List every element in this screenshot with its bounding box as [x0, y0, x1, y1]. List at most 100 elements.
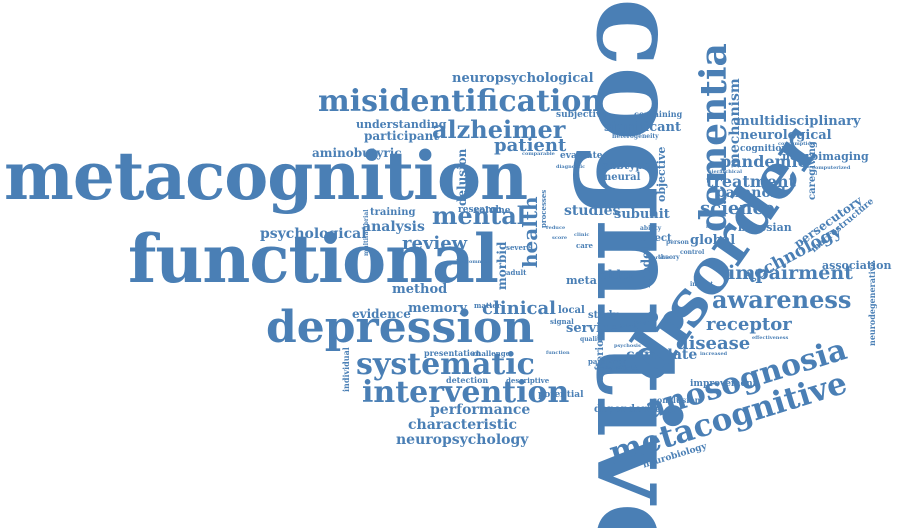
word-dependence: dependence: [594, 404, 662, 415]
word-receptor: receptor: [706, 314, 792, 335]
word-person: person: [666, 239, 689, 246]
word-ability: ability: [640, 225, 662, 232]
word-clinic: clinic: [574, 232, 590, 238]
word-morbid: morbid: [495, 241, 509, 290]
word-mechanism: mechanism: [727, 78, 743, 168]
word-evaluate: evaluate: [560, 151, 603, 161]
word-efficiency: efficiency: [616, 365, 649, 372]
word-review: review: [402, 233, 468, 254]
word-containing: containing: [634, 109, 683, 119]
word-function: function: [546, 350, 570, 356]
word-challenge: challenge: [472, 349, 511, 358]
word-research: research: [458, 205, 502, 215]
word-impact: impact: [690, 281, 714, 288]
word-metacognition: metacognition: [4, 137, 528, 215]
word-heterogeneity: heterogeneity: [612, 133, 659, 140]
word-health: health: [518, 196, 542, 268]
word-measure: measure: [706, 224, 730, 230]
word-awareness: awareness: [712, 285, 852, 314]
word-multidisciplinary: multidisciplinary: [736, 114, 861, 129]
word-diagnostic: diagnostic: [556, 164, 586, 170]
word-delusion: delusion: [455, 148, 469, 206]
word-control: control: [680, 249, 705, 256]
word-cognition: cognition: [740, 144, 788, 154]
word-performance: performance: [430, 402, 531, 418]
word-group: group: [620, 323, 637, 329]
word-detection: detection: [446, 375, 489, 385]
word-processes: processes: [539, 189, 548, 228]
word-parkinson: parkinson: [588, 357, 628, 366]
word-comparable: comparable: [522, 151, 555, 157]
word-neurological: neurological: [740, 128, 832, 143]
word-improvement: improvement: [690, 379, 757, 389]
word-increased: increased: [700, 351, 728, 357]
word-signal: signal: [550, 317, 574, 326]
word-profile: profile: [652, 255, 671, 261]
word-psychological: psychological: [260, 226, 367, 242]
word-care: care: [576, 241, 593, 250]
word-misidentification: misidentification: [318, 84, 604, 119]
word-neuropsychology: neuropsychology: [396, 432, 529, 448]
word-effect: effect: [640, 233, 672, 244]
word-model: model: [639, 246, 653, 288]
word-treatment: treatment: [706, 172, 796, 191]
word-multifactorial: multifactorial: [363, 209, 370, 256]
word-local: local: [558, 305, 585, 316]
word-presentation: presentation: [424, 348, 482, 358]
word-criterion: criterion: [595, 332, 606, 382]
word-neuropsychological: neuropsychological: [452, 71, 594, 86]
word-psychosis: psychosis: [614, 343, 641, 349]
word-quality: quality: [580, 336, 604, 343]
word-aminobutyric: aminobutyric: [312, 146, 402, 160]
word-depression: depression: [266, 302, 535, 353]
word-characteristic: characteristic: [408, 417, 518, 433]
word-impairment: impairment: [728, 262, 853, 284]
word-patient: patient: [494, 135, 567, 156]
word-alzheimer: alzheimer: [432, 115, 566, 144]
word-correlate: correlate: [626, 347, 698, 363]
word-theory: theory: [658, 254, 680, 261]
word-pandemic: pandemic: [720, 152, 808, 171]
word-objective: objective: [655, 146, 668, 202]
word-neuroimaging: neuroimaging: [782, 150, 869, 163]
word-meta: meta: [566, 274, 597, 287]
word-computerized: computerized: [812, 165, 851, 171]
word-association: association: [822, 259, 892, 272]
word-drug: drug: [634, 320, 648, 326]
word-bayesian: bayesian: [738, 221, 792, 234]
word-subtype: subtype: [602, 159, 651, 172]
word-potential: potential: [538, 390, 584, 400]
word-score: score: [552, 235, 568, 241]
word-effectiveness: effectiveness: [752, 335, 789, 341]
word-paranoid: paranoid: [716, 185, 786, 201]
word-conclusion: conclusion: [652, 395, 701, 405]
word-neural: neural: [604, 172, 641, 183]
word-intervention: intervention: [362, 375, 570, 410]
word-study: study: [588, 310, 619, 321]
word-hierarchical: hierarchical: [708, 169, 742, 175]
word-evidence: evidence: [352, 307, 411, 321]
word-clinical: clinical: [482, 298, 557, 319]
word-descriptive: descriptive: [506, 376, 550, 385]
word-matter: matter: [474, 301, 501, 310]
word-gabaa: gabaa: [448, 259, 469, 266]
word-service: service: [566, 321, 618, 336]
word-functional: functional: [128, 220, 499, 298]
word-neurodegenerative: neurodegenerative: [867, 261, 877, 346]
word-global: global: [690, 233, 736, 248]
word-subunit: subunit: [614, 207, 670, 222]
word-adult: adult: [506, 268, 527, 277]
word-systematic: systematic: [356, 347, 535, 382]
word-analysis: analysis: [362, 219, 425, 235]
word-common: common: [466, 259, 490, 265]
word-individual: individual: [341, 347, 351, 392]
word-consumption: consumption: [778, 141, 815, 147]
word-older: older: [600, 268, 635, 282]
word-understanding: understanding: [356, 118, 447, 131]
word-strategies: strategies: [594, 365, 622, 371]
word-participant: participant: [364, 129, 439, 143]
word-disease: disease: [676, 333, 751, 354]
word-science: science: [700, 198, 775, 219]
word-severe: severe: [506, 243, 532, 252]
